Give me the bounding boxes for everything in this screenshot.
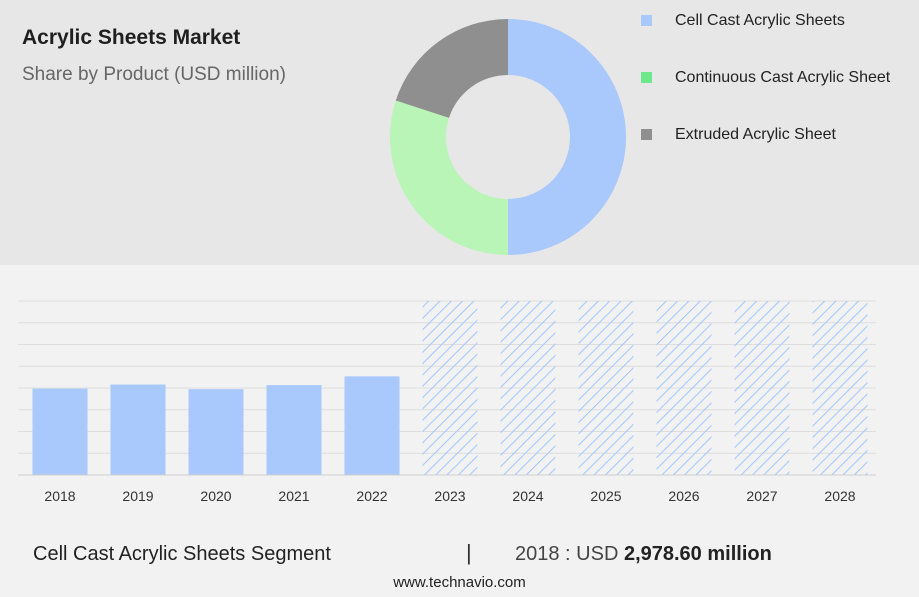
x-tick-label-2028: 2028 <box>824 488 855 504</box>
chart-title: Acrylic Sheets Market <box>22 26 241 49</box>
donut-slice-extruded <box>395 19 508 118</box>
bar-2020 <box>188 389 244 475</box>
legend-label-cell-cast: Cell Cast Acrylic Sheets <box>675 12 845 29</box>
footer-value-bold: 2,978.60 million <box>623 543 772 565</box>
footer-value-prefix: 2018 : USD <box>515 543 619 565</box>
forecast-bar-2026 <box>656 301 712 475</box>
bar-2022 <box>344 376 400 475</box>
x-tick-label-2021: 2021 <box>278 488 309 504</box>
bar-2019 <box>110 384 166 475</box>
bar-2021 <box>266 385 322 475</box>
forecast-bar-2028 <box>812 301 868 475</box>
x-tick-label-2018: 2018 <box>44 488 75 504</box>
bar-2018 <box>32 388 88 475</box>
footer-separator: | <box>466 540 472 565</box>
forecast-bar-2024 <box>500 301 556 475</box>
x-tick-label-2023: 2023 <box>434 488 465 504</box>
legend-swatch-continuous-cast <box>641 72 652 83</box>
bar-chart: 2018 2019 2020 2021 2022 2023 2024 2025 2026 2027… <box>18 300 876 504</box>
x-tick-label-2022: 2022 <box>356 488 387 504</box>
watermark: www.technavio.com <box>393 574 526 591</box>
forecast-bar-2023 <box>422 301 478 475</box>
x-tick-label-2026: 2026 <box>668 488 699 504</box>
footer-value: 2018 : USD 2,978.60 million <box>515 543 772 566</box>
legend-swatch-extruded <box>641 129 652 140</box>
x-tick-label-2020: 2020 <box>200 488 231 504</box>
donut-slice-continuous-cast <box>390 100 508 255</box>
forecast-bar-2025 <box>578 301 634 475</box>
forecast-bar-2027 <box>734 301 790 475</box>
footer-segment-label: Cell Cast Acrylic Sheets Segment <box>33 543 331 565</box>
x-tick-label-2027: 2027 <box>746 488 777 504</box>
legend-swatch-cell-cast <box>641 15 652 26</box>
x-tick-label-2019: 2019 <box>122 488 153 504</box>
donut-chart <box>390 19 626 255</box>
legend-label-continuous-cast: Continuous Cast Acrylic Sheet <box>675 69 891 86</box>
chart-subtitle: Share by Product (USD million) <box>22 64 286 85</box>
donut-slice-cell-cast <box>508 19 626 255</box>
x-tick-label-2025: 2025 <box>590 488 621 504</box>
legend-label-extruded: Extruded Acrylic Sheet <box>675 126 836 143</box>
x-tick-label-2024: 2024 <box>512 488 543 504</box>
